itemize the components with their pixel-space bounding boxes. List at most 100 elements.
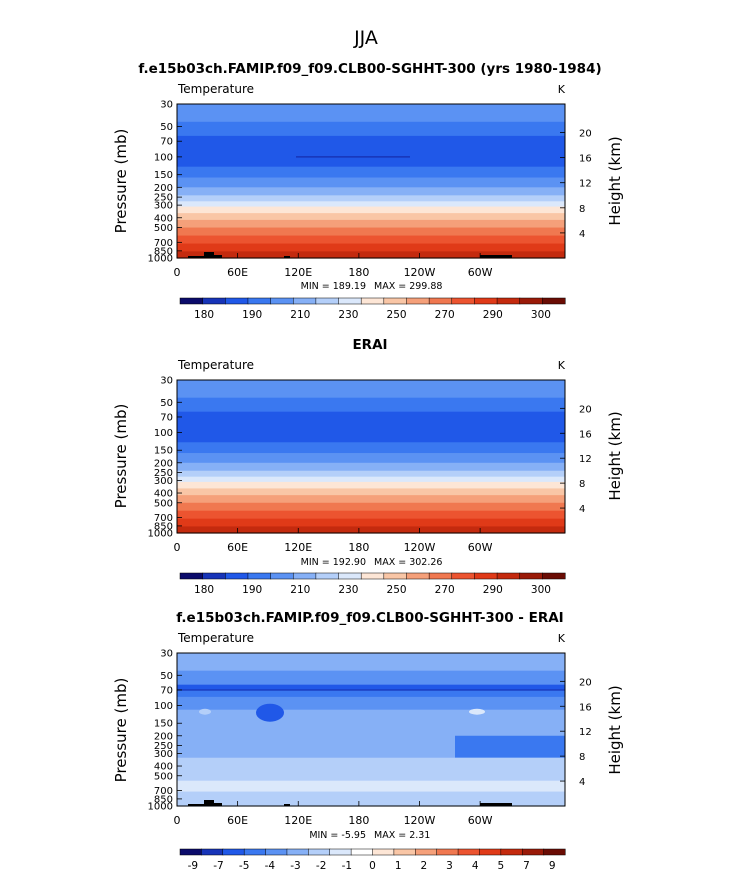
colorbar-swatch [360, 297, 385, 305]
longitude-tick-label: 120W [404, 814, 436, 827]
pressure-tick-label: 400 [154, 213, 173, 224]
topography [214, 803, 222, 806]
contour-band [177, 653, 565, 672]
pressure-tick-label: 200 [154, 731, 173, 742]
contour-band [177, 166, 565, 179]
pressure-tick-label: 700 [154, 238, 173, 249]
colorbar-swatch [436, 848, 459, 856]
colorbar-swatch [179, 297, 204, 305]
colorbar-swatch [338, 572, 362, 580]
longitude-tick-label: 180 [348, 541, 369, 554]
plot-frame [176, 379, 566, 534]
panel-title: ERAI [352, 337, 387, 353]
colorbar-swatch [225, 572, 249, 580]
longitude-axis: 0 60E 120E 180 120W 60W [174, 801, 493, 827]
colorbar-swatch [350, 848, 374, 856]
topography [214, 255, 222, 258]
contour-band [177, 689, 565, 698]
topography [284, 256, 290, 258]
colorbar-label: 210 [290, 309, 310, 321]
pressure-tick-label: 150 [154, 170, 173, 181]
longitude-tick-label: 0 [174, 541, 181, 554]
contour-band [177, 213, 565, 221]
colorbar-swatch [201, 848, 224, 856]
colorbar-swatch [247, 297, 272, 305]
pressure-tick-label: 1000 [148, 802, 173, 813]
height-tick-label: 16 [579, 154, 592, 165]
colorbar-label: 230 [338, 309, 358, 321]
height-tick-label: 20 [579, 129, 592, 140]
contour-region [177, 723, 455, 758]
min-label: MIN = 192.90 [301, 557, 366, 568]
pressure-tick-label: 700 [154, 786, 173, 797]
contour-band [177, 470, 565, 478]
colorbar-label: 190 [242, 584, 262, 596]
colorbar-swatch [496, 572, 521, 580]
colorbar-swatch [270, 572, 294, 580]
colorbar-label: 4 [472, 860, 479, 872]
contour-band [177, 380, 565, 399]
plot-area [176, 103, 566, 259]
contour-band [177, 495, 565, 504]
contour-band [177, 442, 565, 454]
contour-band [177, 251, 565, 259]
colorbar-swatch [247, 572, 272, 580]
colorbar-swatch [225, 297, 249, 305]
longitude-tick-label: 120W [404, 541, 436, 554]
colorbar-swatch [383, 297, 408, 305]
colorbar-swatch [338, 297, 362, 305]
pressure-tick-label: 200 [154, 458, 173, 469]
pressure-tick-label: 30 [160, 100, 173, 111]
longitude-tick-label: 180 [348, 814, 369, 827]
contour-band [177, 177, 565, 188]
contour-band [177, 476, 565, 483]
topography [204, 800, 214, 806]
contour-band [177, 510, 565, 520]
max-label: MAX = 302.26 [374, 557, 442, 568]
longitude-tick-label: 60W [468, 541, 493, 554]
pressure-tick-label: 70 [160, 685, 173, 696]
colorbar-swatch [329, 848, 352, 856]
colorbar-swatch [406, 572, 430, 580]
variable-label: Temperature [177, 631, 254, 645]
longitude-tick-label: 60E [227, 266, 248, 279]
contour-band [177, 104, 565, 123]
contour-band [177, 187, 565, 196]
units-label: K [558, 632, 566, 645]
colorbar-label: 250 [387, 309, 407, 321]
colorbar-swatch [292, 297, 317, 305]
colorbar-swatch [202, 572, 226, 580]
height-tick-label: 4 [579, 229, 585, 240]
height-tick-label: 20 [579, 404, 592, 415]
contour-band [177, 502, 565, 512]
topography [284, 804, 290, 806]
colorbar-swatch [542, 297, 566, 305]
pressure-tick-label: 30 [160, 649, 173, 660]
pressure-axis-title: Pressure (mb) [112, 678, 130, 783]
pressure-tick-label: 30 [160, 376, 173, 387]
height-tick-label: 16 [579, 429, 592, 440]
contour-band [177, 195, 565, 202]
longitude-tick-label: 60E [227, 814, 248, 827]
height-axis: 20 16 12 8 4 [560, 404, 592, 515]
colorbar-label: -4 [265, 860, 276, 872]
contour-band [177, 488, 565, 496]
height-axis: 20 16 12 8 4 [560, 129, 592, 240]
topography [480, 803, 512, 806]
pressure-tick-label: 700 [154, 513, 173, 524]
variable-label: Temperature [177, 358, 254, 372]
pressure-tick-label: 300 [154, 476, 173, 487]
longitude-tick-label: 120E [284, 266, 312, 279]
colorbar-label: 1 [395, 860, 402, 872]
contour-region [199, 708, 211, 715]
height-tick-label: 8 [579, 752, 585, 763]
height-tick-label: 16 [579, 702, 592, 713]
topography [188, 804, 204, 806]
height-tick-label: 12 [579, 727, 592, 738]
colorbar-swatch [457, 848, 480, 856]
contour-region [256, 703, 284, 722]
longitude-tick-label: 180 [348, 266, 369, 279]
colorbar-swatch [383, 572, 408, 580]
colorbar-label: 190 [242, 309, 262, 321]
